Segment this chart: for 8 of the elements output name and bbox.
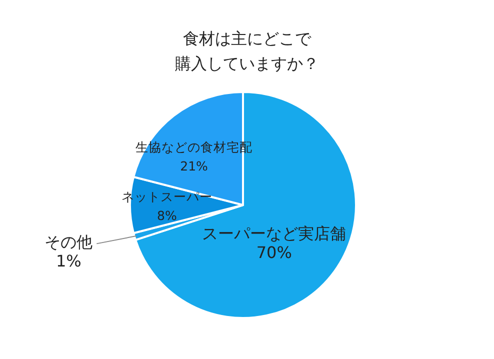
slice-label: その他 [44, 232, 93, 252]
data-label: 8% [157, 208, 177, 223]
chart-title: 食材は主にどこで [183, 29, 312, 48]
data-label: 70% [256, 242, 292, 262]
chart-subtitle: 購入していますか？ [175, 54, 319, 73]
data-label: 21% [180, 158, 208, 174]
slice-label: スーパーなど実店舗 [202, 224, 346, 243]
data-label: 1% [56, 252, 82, 271]
